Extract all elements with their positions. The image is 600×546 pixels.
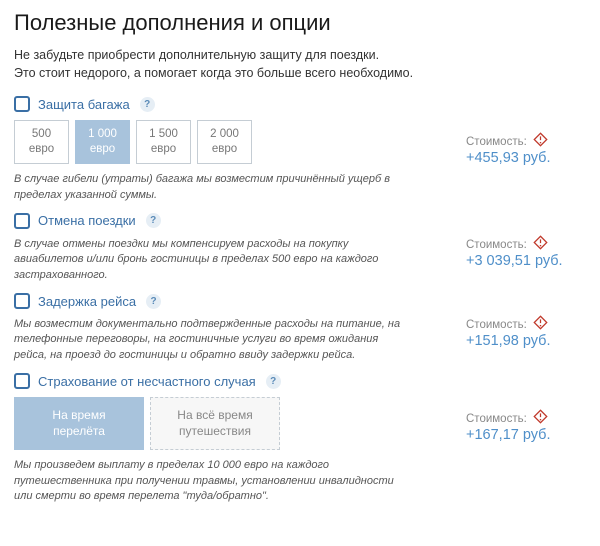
price-value: +167,17 руб. xyxy=(466,427,586,443)
help-icon[interactable]: ? xyxy=(140,97,155,112)
price-label: Стоимость: xyxy=(466,235,586,251)
price-box: Стоимость: +151,98 руб. xyxy=(466,315,586,349)
option-description: В случае гибели (утраты) багажа мы возме… xyxy=(14,172,404,203)
checkbox-baggage[interactable] xyxy=(14,96,30,112)
price-value: +455,93 руб. xyxy=(466,150,586,166)
checkbox-accident[interactable] xyxy=(14,373,30,389)
price-box: Стоимость: +455,93 руб. xyxy=(466,132,586,166)
option-label[interactable]: Отмена поездки xyxy=(38,213,136,228)
option-description: Мы возместим документально подтвержденны… xyxy=(14,317,404,363)
warning-icon[interactable] xyxy=(533,132,548,148)
checkbox-cancel[interactable] xyxy=(14,213,30,229)
option-delay: Задержка рейса ? Мы возместим документал… xyxy=(14,293,586,363)
price-value: +3 039,51 руб. xyxy=(466,253,586,269)
warning-icon[interactable] xyxy=(533,409,548,425)
option-cancel: Отмена поездки ? В случае отмены поездки… xyxy=(14,213,586,283)
option-baggage: Защита багажа ? 500евро 1 000евро 1 500е… xyxy=(14,96,586,203)
amount-option-1500[interactable]: 1 500евро xyxy=(136,120,191,164)
option-label[interactable]: Страхование от несчастного случая xyxy=(38,374,256,389)
amount-option-1000[interactable]: 1 000евро xyxy=(75,120,130,164)
option-label[interactable]: Защита багажа xyxy=(38,97,130,112)
option-description: Мы произведем выплату в пределах 10 000 … xyxy=(14,458,404,504)
amount-option-2000[interactable]: 2 000евро xyxy=(197,120,252,164)
option-label[interactable]: Задержка рейса xyxy=(38,294,136,309)
help-icon[interactable]: ? xyxy=(266,374,281,389)
help-icon[interactable]: ? xyxy=(146,294,161,309)
warning-icon[interactable] xyxy=(533,235,548,251)
price-box: Стоимость: +3 039,51 руб. xyxy=(466,235,586,269)
price-label: Стоимость: xyxy=(466,315,586,331)
checkbox-delay[interactable] xyxy=(14,293,30,309)
toggle-all-time[interactable]: На всё время путешествия xyxy=(150,397,280,450)
page-title: Полезные дополнения и опции xyxy=(14,10,586,36)
option-accident: Страхование от несчастного случая ? На в… xyxy=(14,373,586,504)
price-value: +151,98 руб. xyxy=(466,333,586,349)
price-label: Стоимость: xyxy=(466,132,586,148)
help-icon[interactable]: ? xyxy=(146,213,161,228)
toggle-flight-time[interactable]: На время перелёта xyxy=(14,397,144,450)
option-description: В случае отмены поездки мы компенсируем … xyxy=(14,237,404,283)
price-box: Стоимость: +167,17 руб. xyxy=(466,409,586,443)
warning-icon[interactable] xyxy=(533,315,548,331)
page-subtitle: Не забудьте приобрести дополнительную за… xyxy=(14,46,586,82)
price-label: Стоимость: xyxy=(466,409,586,425)
amount-option-500[interactable]: 500евро xyxy=(14,120,69,164)
